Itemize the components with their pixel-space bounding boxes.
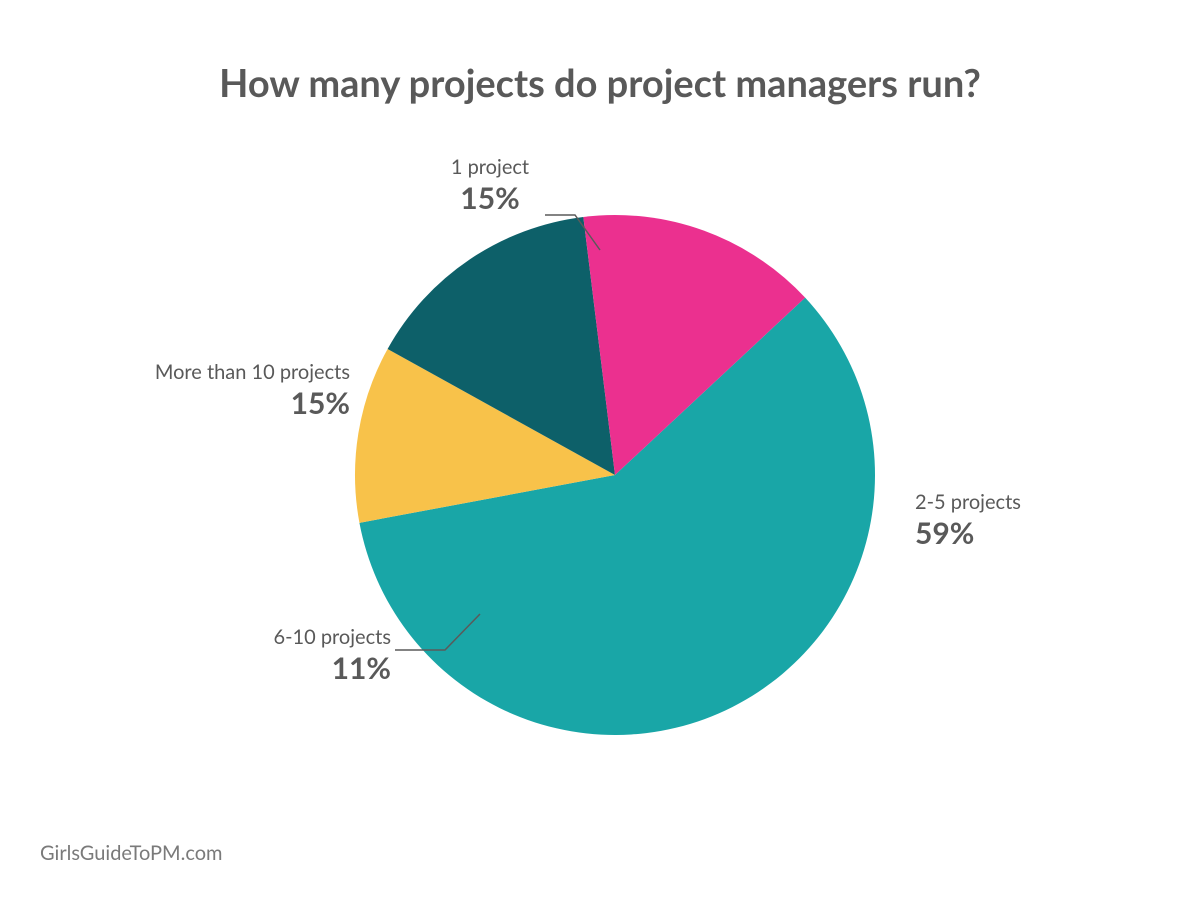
slice-category: 2-5 projects [915,490,1021,515]
slice-label: 6-10 projects11% [273,625,391,688]
pie-chart [350,210,880,740]
chart-title: How many projects do project managers ru… [0,60,1200,106]
slice-percent: 11% [273,650,391,688]
slice-category: 6-10 projects [273,625,391,650]
slice-label: 2-5 projects59% [915,490,1021,553]
slice-label: More than 10 projects15% [155,360,350,423]
slice-percent: 59% [915,515,1021,553]
slice-category: 1 project [430,155,550,180]
slice-label: 1 project15% [430,155,550,218]
slice-category: More than 10 projects [155,360,350,385]
attribution-text: GirlsGuideToPM.com [40,841,223,865]
slice-percent: 15% [155,385,350,423]
slice-percent: 15% [430,180,550,218]
